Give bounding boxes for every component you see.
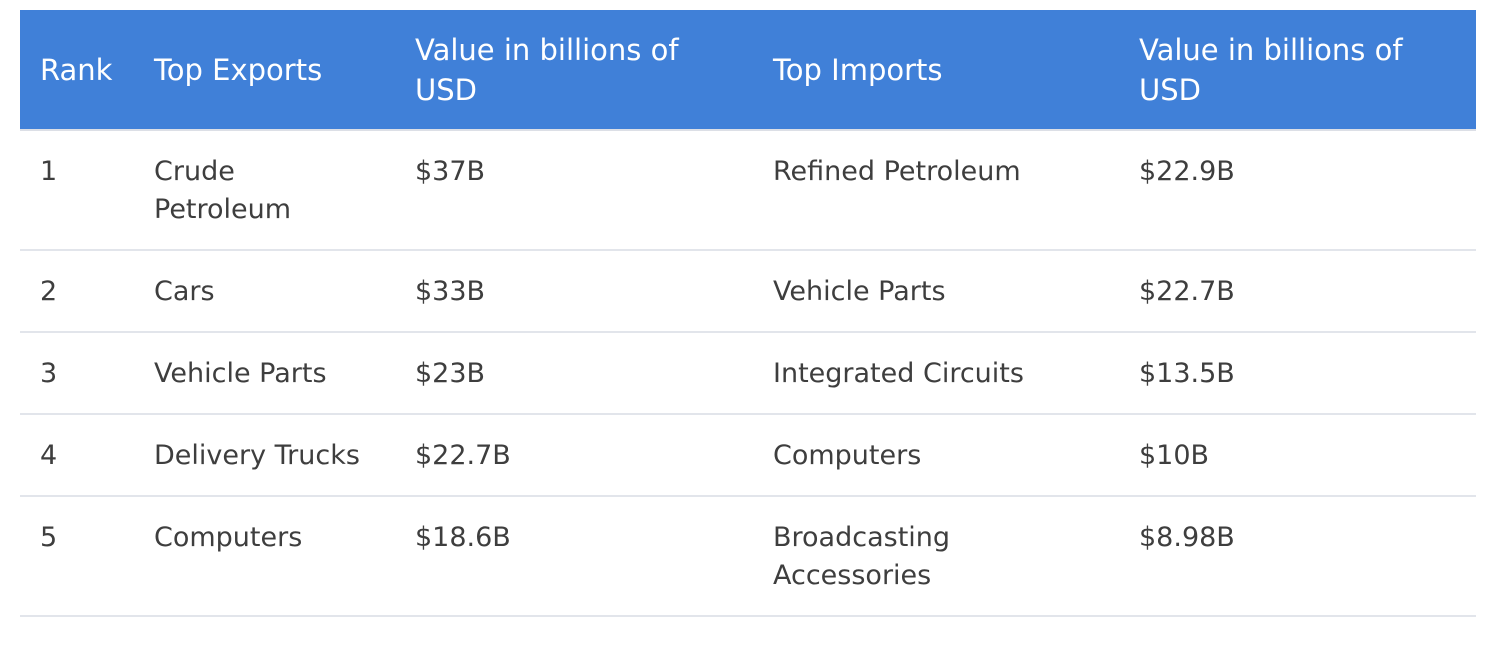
rank-cell: 3 — [20, 332, 134, 415]
export-cell: Computers — [134, 496, 395, 617]
table-header: Rank Top Exports Value in billions of US… — [20, 10, 1476, 130]
table-row: 1 Crude Petroleum $37B Refined Petroleum… — [20, 130, 1476, 251]
header-row: Rank Top Exports Value in billions of US… — [20, 10, 1476, 130]
table-row: 2 Cars $33B Vehicle Parts $22.7B — [20, 250, 1476, 333]
trade-table: Rank Top Exports Value in billions of US… — [20, 10, 1476, 617]
export-cell: Delivery Trucks — [134, 414, 395, 497]
table-row: 3 Vehicle Parts $23B Integrated Circuits… — [20, 332, 1476, 415]
header-top-imports: Top Imports — [773, 52, 943, 87]
export-value-cell: $23B — [395, 332, 753, 415]
export-cell: Vehicle Parts — [134, 332, 395, 415]
export-value-cell: $18.6B — [395, 496, 753, 617]
import-value-cell: $22.9B — [1119, 130, 1476, 251]
header-imports-value: Value in billions of USD — [1139, 32, 1403, 107]
export-value-cell: $33B — [395, 250, 753, 333]
table-row: 4 Delivery Trucks $22.7B Computers $10B — [20, 414, 1476, 497]
rank-cell: 1 — [20, 130, 134, 251]
rank-cell: 5 — [20, 496, 134, 617]
header-exports-value: Value in billions of USD — [415, 32, 679, 107]
header-rank: Rank — [40, 52, 113, 87]
export-value-cell: $37B — [395, 130, 753, 251]
rank-cell: 4 — [20, 414, 134, 497]
import-value-cell: $22.7B — [1119, 250, 1476, 333]
table-row: 5 Computers $18.6B Broadcasting Accessor… — [20, 496, 1476, 617]
import-cell: Refined Petroleum — [753, 130, 1119, 251]
import-cell: Computers — [753, 414, 1119, 497]
import-value-cell: $10B — [1119, 414, 1476, 497]
header-top-exports: Top Exports — [154, 52, 323, 87]
export-value-cell: $22.7B — [395, 414, 753, 497]
rank-cell: 2 — [20, 250, 134, 333]
export-cell: Crude Petroleum — [134, 130, 395, 251]
import-value-cell: $13.5B — [1119, 332, 1476, 415]
trade-table-container: Rank Top Exports Value in billions of US… — [20, 10, 1476, 617]
export-cell: Cars — [134, 250, 395, 333]
table-body: 1 Crude Petroleum $37B Refined Petroleum… — [20, 130, 1476, 617]
import-value-cell: $8.98B — [1119, 496, 1476, 617]
import-cell: Broadcasting Accessories — [753, 496, 1119, 617]
import-cell: Integrated Circuits — [753, 332, 1119, 415]
import-cell: Vehicle Parts — [753, 250, 1119, 333]
